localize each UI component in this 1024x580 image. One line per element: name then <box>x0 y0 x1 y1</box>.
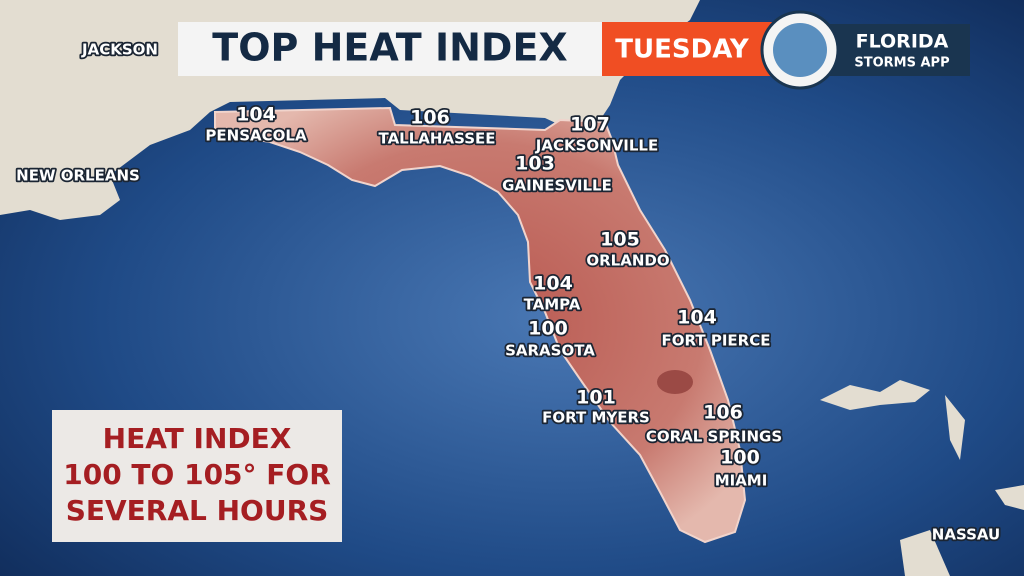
reference-label: JACKSON <box>81 41 158 59</box>
city-value: 105 <box>600 229 640 251</box>
day: TUESDAY <box>615 35 750 65</box>
reference-label: NEW ORLEANS <box>16 167 140 185</box>
city-value: 100 <box>720 447 760 469</box>
city-name: ORLANDO <box>586 252 669 270</box>
city-name: MIAMI <box>715 472 768 490</box>
info-box <box>52 410 342 542</box>
florida-heat-area <box>214 106 747 544</box>
info-line: SEVERAL HOURS <box>66 494 329 527</box>
lake-okeechobee <box>657 370 693 394</box>
city-name: PENSACOLA <box>205 127 307 145</box>
city-value: 104 <box>236 104 276 126</box>
city-value: 107 <box>570 114 610 136</box>
info-line: 100 TO 105° FOR <box>63 458 331 491</box>
city-value: 104 <box>533 273 573 295</box>
logo-box <box>830 24 970 76</box>
title: TOP HEAT INDEX <box>212 26 567 70</box>
reference-label: NASSAU <box>932 526 1000 544</box>
logo-globe <box>773 23 827 77</box>
city-name: TAMPA <box>524 296 581 314</box>
city-value: 101 <box>576 387 616 409</box>
info-line: HEAT INDEX <box>103 422 292 455</box>
city-name: CORAL SPRINGS <box>646 428 782 446</box>
city-name: SARASOTA <box>505 342 595 360</box>
city-value: 104 <box>677 307 717 329</box>
city-value: 100 <box>528 318 568 340</box>
city-value: 103 <box>515 153 555 175</box>
city-value: 106 <box>703 402 743 424</box>
bahamas-island <box>945 395 965 460</box>
bahamas-island <box>820 380 930 410</box>
city-name: FORT MYERS <box>542 409 650 427</box>
bahamas-island <box>995 485 1024 510</box>
city-name: TALLAHASSEE <box>379 130 496 148</box>
city-name: JACKSONVILLE <box>535 137 658 155</box>
day-banner <box>602 22 772 76</box>
bahamas-island <box>900 530 950 576</box>
title-banner <box>178 22 602 76</box>
logo-text: STORMS APP <box>854 56 949 71</box>
logo-text: FLORIDA <box>856 31 949 53</box>
city-name: GAINESVILLE <box>502 177 612 195</box>
city-value: 106 <box>410 107 450 129</box>
city-name: FORT PIERCE <box>662 332 771 350</box>
